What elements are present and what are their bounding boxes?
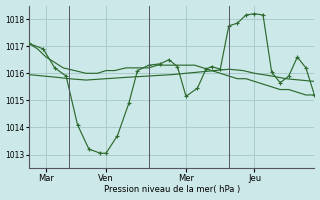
X-axis label: Pression niveau de la mer( hPa ): Pression niveau de la mer( hPa ) xyxy=(104,185,240,194)
